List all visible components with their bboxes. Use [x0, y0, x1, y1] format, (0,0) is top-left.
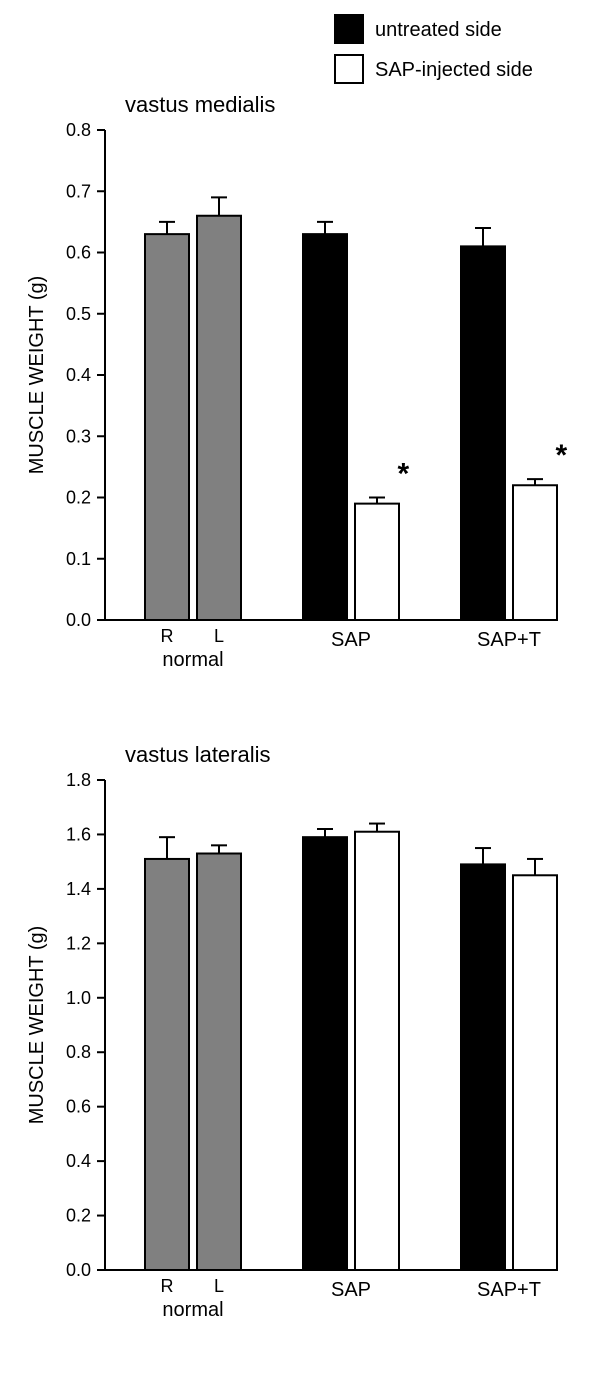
group-label: SAP+T	[477, 1279, 541, 1301]
y-tick-label: 0.6	[66, 243, 91, 263]
bar	[145, 859, 189, 1270]
bar	[197, 854, 241, 1271]
bar	[145, 234, 189, 620]
group-label: SAP+T	[477, 629, 541, 651]
group-label: normal	[162, 1299, 223, 1321]
y-tick-label: 0.1	[66, 549, 91, 569]
y-tick-label: 0.8	[66, 1042, 91, 1062]
y-tick-label: 0.3	[66, 426, 91, 446]
bar	[513, 875, 557, 1270]
y-tick-label: 0.0	[66, 610, 91, 630]
y-tick-label: 1.2	[66, 933, 91, 953]
chart-title: vastus lateralis	[125, 742, 271, 767]
y-tick-label: 0.8	[66, 120, 91, 140]
legend-swatch	[335, 15, 363, 43]
bar	[513, 485, 557, 620]
y-tick-label: 0.4	[66, 365, 91, 385]
bar	[461, 864, 505, 1270]
y-tick-label: 0.0	[66, 1260, 91, 1280]
figure-svg: untreated side SAP-injected side vastus me…	[0, 0, 616, 1377]
bar	[303, 234, 347, 620]
bar	[355, 832, 399, 1270]
bar-sublabel: R	[161, 626, 174, 646]
y-tick-label: 1.0	[66, 988, 91, 1008]
bar-sublabel: L	[214, 1276, 224, 1296]
y-tick-label: 0.6	[66, 1097, 91, 1117]
bar-sublabel: L	[214, 626, 224, 646]
group-label: SAP	[331, 629, 371, 651]
y-tick-label: 0.2	[66, 1206, 91, 1226]
legend-label: untreated side	[375, 19, 502, 41]
group-label: normal	[162, 649, 223, 671]
legend-label: SAP-injected side	[375, 59, 533, 81]
y-tick-label: 0.5	[66, 304, 91, 324]
y-axis-label: MUSCLE WEIGHT (g)	[26, 926, 48, 1125]
y-axis-label: MUSCLE WEIGHT (g)	[26, 276, 48, 475]
y-tick-label: 1.4	[66, 879, 91, 899]
bar	[355, 504, 399, 620]
group-label: SAP	[331, 1279, 371, 1301]
bar-sublabel: R	[161, 1276, 174, 1296]
bar	[197, 216, 241, 620]
y-tick-label: 0.4	[66, 1151, 91, 1171]
significance-star: *	[556, 439, 568, 472]
bar	[303, 837, 347, 1270]
chart-title: vastus medialis	[125, 92, 275, 117]
y-tick-label: 0.7	[66, 181, 91, 201]
y-tick-label: 1.8	[66, 770, 91, 790]
y-tick-label: 0.2	[66, 488, 91, 508]
y-tick-label: 1.6	[66, 824, 91, 844]
significance-star: *	[398, 458, 410, 491]
legend-swatch	[335, 55, 363, 83]
bar	[461, 246, 505, 620]
